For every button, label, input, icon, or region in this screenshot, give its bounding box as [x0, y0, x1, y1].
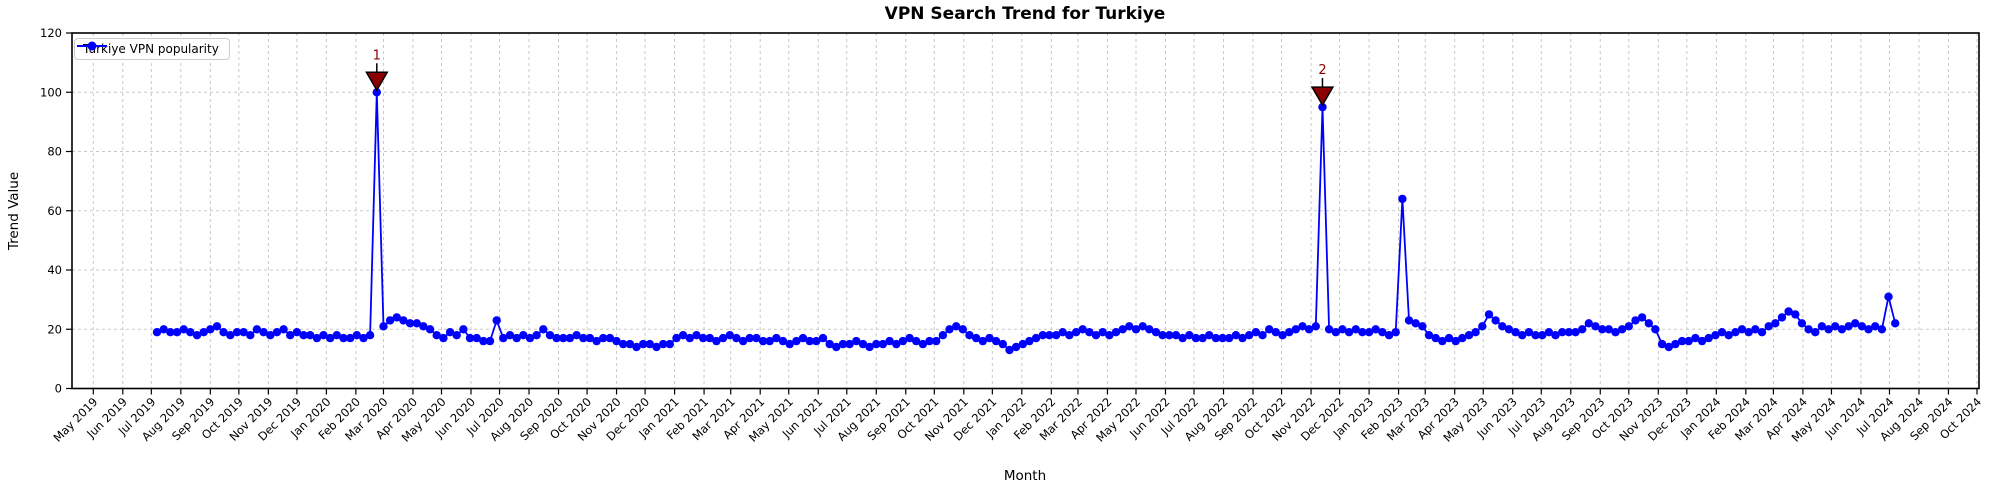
svg-text:100: 100 [40, 85, 62, 99]
legend-marker-icon [77, 41, 107, 51]
annotation-1: 1 [365, 48, 389, 92]
svg-text:1: 1 [373, 48, 381, 63]
data-points [152, 88, 1900, 355]
y-tick-labels: 0 20 40 60 80 100 120 [40, 26, 62, 396]
annotation-2: 2 [1310, 63, 1335, 107]
svg-text:0: 0 [55, 382, 62, 396]
svg-text:20: 20 [47, 322, 62, 336]
svg-text:80: 80 [47, 145, 62, 159]
svg-text:120: 120 [40, 26, 62, 40]
axis-ticks [66, 32, 1978, 395]
legend: Turkiye VPN popularity [74, 38, 230, 60]
x-axis-label: Month [1003, 468, 1047, 484]
legend-label: Turkiye VPN popularity [83, 42, 219, 56]
trend-line [156, 91, 1897, 351]
svg-text:2: 2 [1318, 63, 1326, 78]
chart-title: VPN Search Trend for Turkiye [884, 4, 1166, 24]
svg-text:40: 40 [47, 263, 62, 277]
svg-text:60: 60 [47, 204, 62, 218]
